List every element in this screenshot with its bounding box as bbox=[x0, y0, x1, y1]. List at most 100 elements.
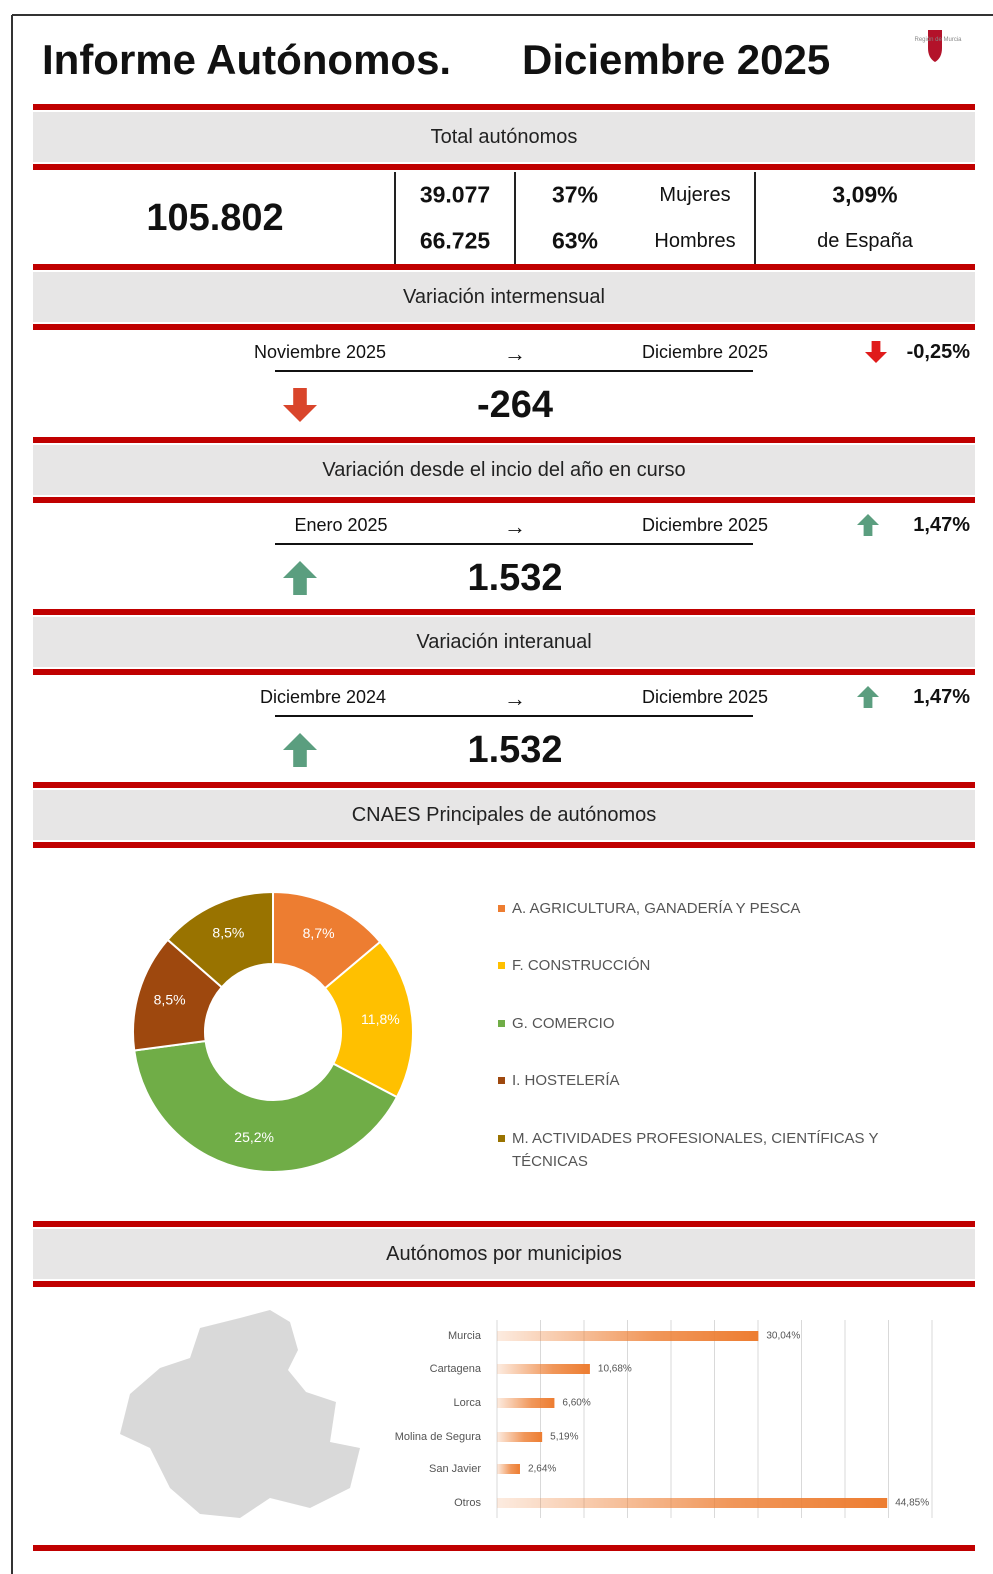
region-map bbox=[120, 1310, 360, 1518]
red-rule bbox=[33, 1281, 975, 1287]
direction-arrow bbox=[865, 341, 887, 363]
direction-arrow bbox=[857, 686, 879, 708]
section-heading: Variación intermensual bbox=[403, 286, 605, 308]
legend-item: I. HOSTELERÍA bbox=[498, 1069, 892, 1092]
bar bbox=[497, 1331, 759, 1341]
to-date: Diciembre 2025 bbox=[641, 515, 769, 535]
bar bbox=[497, 1364, 590, 1374]
spain-label: de España bbox=[817, 230, 913, 252]
men-count: 66.725 bbox=[419, 227, 491, 254]
legend-swatch bbox=[498, 1135, 505, 1142]
from-date: Noviembre 2025 bbox=[253, 342, 387, 362]
variation-pct: 1,47% bbox=[913, 686, 970, 708]
direction-arrow bbox=[857, 514, 879, 536]
heading-band bbox=[33, 445, 975, 495]
bar bbox=[497, 1432, 543, 1442]
women-count: 39.077 bbox=[419, 181, 491, 208]
category-label: Cartagena bbox=[430, 1363, 482, 1375]
slice-label: 8,5% bbox=[212, 924, 244, 940]
red-rule bbox=[33, 437, 975, 443]
legend-label: M. ACTIVIDADES PROFESIONALES, CIENTÍFICA… bbox=[512, 1130, 879, 1170]
red-rule bbox=[33, 264, 975, 270]
category-label: Lorca bbox=[453, 1397, 481, 1409]
red-rule bbox=[33, 609, 975, 615]
bar-label: 2,64% bbox=[528, 1464, 556, 1475]
title: Diciembre 2025 bbox=[522, 36, 831, 83]
bar-label: 6,60% bbox=[562, 1398, 590, 1409]
pie-slice bbox=[323, 940, 415, 1099]
pie-slice bbox=[133, 1039, 399, 1173]
arrow: → bbox=[504, 686, 526, 711]
legend-label: I. HOSTELERÍA bbox=[512, 1072, 620, 1089]
to-date: Diciembre 2025 bbox=[641, 687, 769, 707]
red-rule bbox=[33, 1221, 975, 1227]
bar-label: 5,19% bbox=[550, 1432, 578, 1443]
legend-item: M. ACTIVIDADES PROFESIONALES, CIENTÍFICA… bbox=[498, 1127, 892, 1173]
slice-label: 8,5% bbox=[154, 991, 186, 1007]
legend-swatch bbox=[498, 905, 505, 912]
logo-text: Región de Murcia bbox=[914, 37, 962, 43]
section-heading: CNAES Principales de autónomos bbox=[351, 804, 657, 826]
category-label: Murcia bbox=[448, 1330, 482, 1342]
red-rule bbox=[33, 782, 975, 788]
section-heading: Variación interanual bbox=[416, 631, 592, 653]
legend-swatch bbox=[498, 1077, 505, 1084]
bar-label: 44,85% bbox=[895, 1498, 929, 1509]
legend-swatch bbox=[498, 1020, 505, 1027]
section-heading: Variación desde el incio del año en curs… bbox=[322, 459, 686, 481]
direction-arrow bbox=[283, 733, 317, 767]
legend-item: F. CONSTRUCCIÓN bbox=[498, 954, 892, 977]
variation-value: 1.532 bbox=[467, 729, 563, 771]
heading-band bbox=[33, 617, 975, 667]
red-rule bbox=[33, 842, 975, 848]
red-rule bbox=[33, 669, 975, 675]
category-label: Molina de Segura bbox=[395, 1431, 482, 1443]
men-label: Hombres bbox=[654, 230, 736, 252]
legend-swatch bbox=[498, 962, 505, 969]
bar-label: 30,04% bbox=[766, 1331, 800, 1342]
legend-item: G. COMERCIO bbox=[498, 1012, 892, 1035]
red-rule bbox=[33, 1545, 975, 1551]
heading-band bbox=[33, 272, 975, 322]
to-date: Diciembre 2025 bbox=[641, 342, 769, 362]
from-date: Enero 2025 bbox=[294, 515, 388, 535]
heading-band bbox=[33, 112, 975, 162]
bar bbox=[497, 1464, 520, 1474]
variation-value: -264 bbox=[476, 384, 554, 426]
legend-label: A. AGRICULTURA, GANADERÍA Y PESCA bbox=[512, 900, 801, 917]
arrow: → bbox=[504, 341, 526, 366]
men-pct: 63% bbox=[551, 227, 599, 254]
bar bbox=[497, 1398, 555, 1408]
bar bbox=[497, 1498, 888, 1508]
logo-shield bbox=[928, 30, 942, 62]
variation-pct: 1,47% bbox=[913, 514, 970, 536]
from-date: Diciembre 2024 bbox=[259, 687, 387, 707]
red-rule bbox=[33, 324, 975, 330]
slice-label: 8,7% bbox=[303, 925, 335, 941]
slice-label: 25,2% bbox=[234, 1129, 274, 1145]
slice-label: 11,8% bbox=[361, 1011, 400, 1027]
arrow: → bbox=[504, 514, 526, 539]
red-rule bbox=[33, 497, 975, 503]
spain-pct: 3,09% bbox=[832, 181, 898, 208]
category-label: Otros bbox=[454, 1497, 481, 1509]
red-rule bbox=[33, 164, 975, 170]
pie-slice bbox=[166, 890, 274, 989]
women-pct: 37% bbox=[551, 181, 599, 208]
legend-label: F. CONSTRUCCIÓN bbox=[512, 957, 651, 974]
category-label: San Javier bbox=[429, 1463, 481, 1475]
direction-arrow bbox=[283, 388, 317, 422]
section-heading: Autónomos por municipios bbox=[386, 1243, 622, 1265]
red-rule bbox=[33, 104, 975, 110]
section-heading: Total autónomos bbox=[430, 126, 578, 148]
heading-band bbox=[33, 790, 975, 840]
legend-label: G. COMERCIO bbox=[512, 1015, 615, 1032]
legend-item: A. AGRICULTURA, GANADERÍA Y PESCA bbox=[498, 897, 892, 920]
direction-arrow bbox=[283, 561, 317, 595]
title: Informe Autónomos. bbox=[42, 36, 452, 83]
heading-band bbox=[33, 1229, 975, 1279]
total-value: 105.802 bbox=[146, 197, 284, 239]
variation-pct: -0,25% bbox=[906, 341, 970, 363]
